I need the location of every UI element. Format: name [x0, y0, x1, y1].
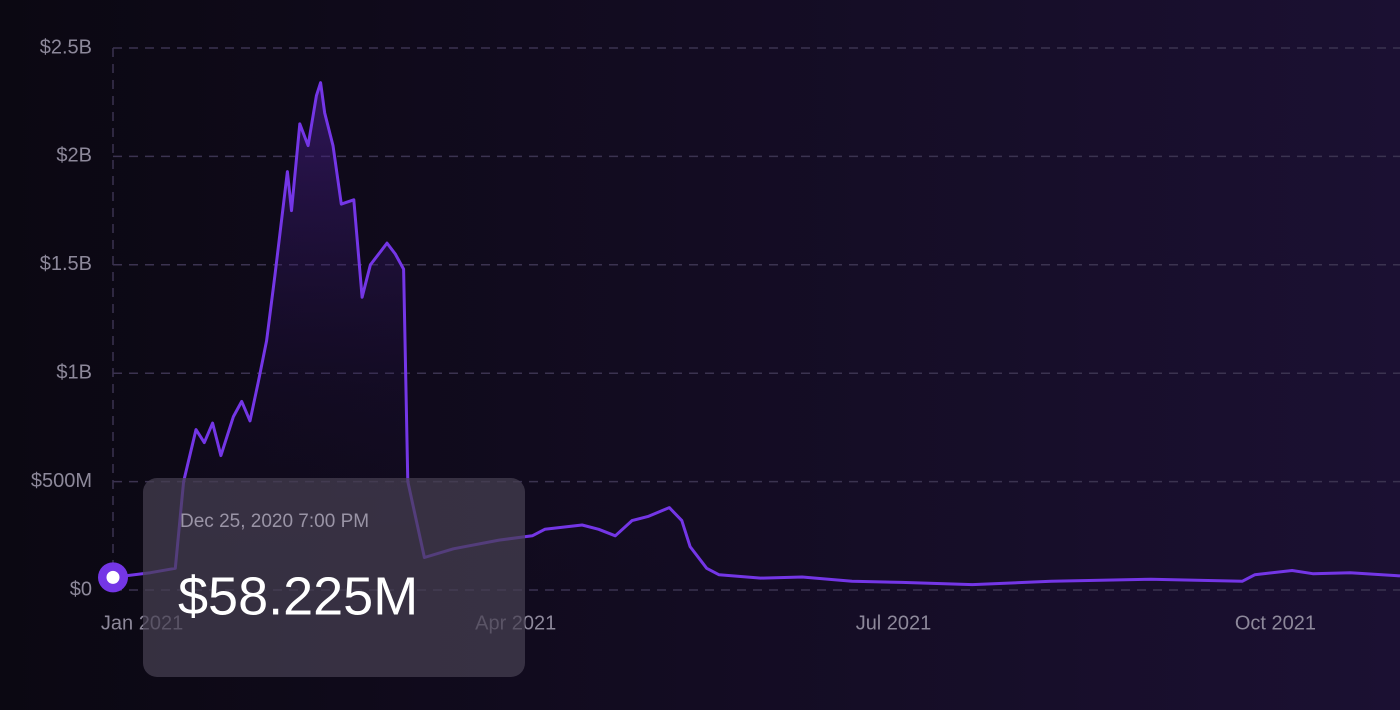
- x-tick-label: Jul 2021: [856, 612, 932, 634]
- tooltip-box: [143, 478, 525, 677]
- y-tick-label: $1.5B: [40, 253, 92, 275]
- hover-marker-dot: [106, 570, 120, 584]
- tooltip: Dec 25, 2020 7:00 PM $58.225M: [98, 478, 525, 677]
- line: [112, 81, 1400, 587]
- y-tick-label: $2.5B: [40, 36, 92, 58]
- tooltip-value: $58.225M: [178, 566, 418, 626]
- y-tick-label: $500M: [31, 470, 92, 492]
- tooltip-date: Dec 25, 2020 7:00 PM: [180, 511, 369, 532]
- x-tick-label: Oct 2021: [1235, 612, 1316, 634]
- y-tick-label: $0: [70, 578, 92, 600]
- y-tick-label: $2B: [56, 145, 92, 167]
- y-tick-label: $1B: [56, 361, 92, 383]
